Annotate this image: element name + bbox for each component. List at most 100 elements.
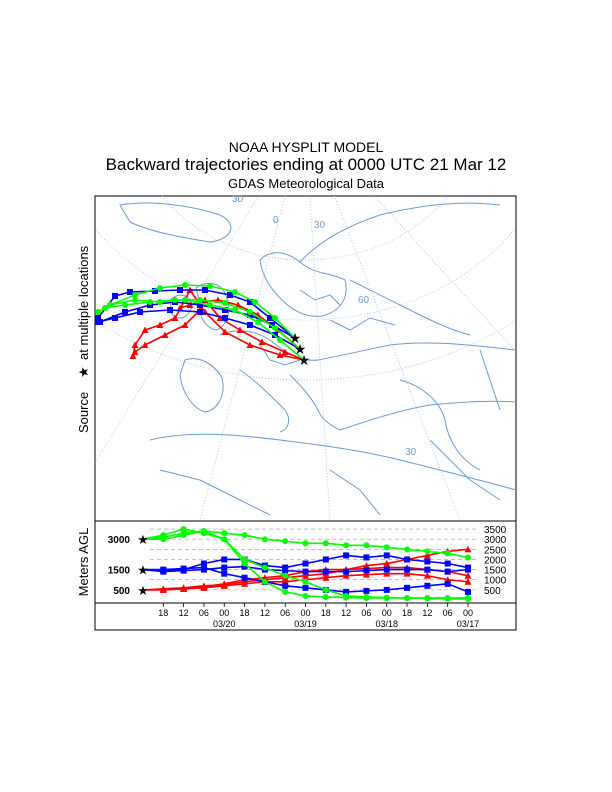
hour-tick-label: 18 (240, 608, 250, 618)
map-trajectory-marker (197, 309, 203, 315)
profile-marker (343, 594, 350, 601)
map-trajectory-marker (247, 299, 253, 305)
profile-marker (282, 538, 289, 545)
graticule-label: 30 (232, 194, 244, 205)
map-trajectory-marker (129, 352, 137, 359)
profile-marker (464, 545, 472, 553)
right-axis-tick-label: 500 (484, 586, 501, 597)
profile-marker (343, 552, 350, 559)
map-trajectory-marker (176, 304, 184, 311)
map-ylabel-locations: at multiple locations (76, 245, 91, 360)
profile-marker (404, 566, 411, 573)
profile-marker (200, 560, 207, 567)
profile-marker (302, 572, 309, 579)
map-trajectory-marker (277, 337, 283, 343)
map-trajectory-green (107, 297, 305, 361)
map-trajectory-marker (127, 289, 133, 295)
profile-marker (282, 582, 289, 589)
map-trajectory-marker (95, 315, 101, 321)
start-height-label: 1500 (108, 566, 131, 577)
profile-marker (424, 582, 431, 589)
profile-marker (465, 594, 471, 601)
profile-marker (363, 567, 370, 574)
profile-marker (200, 564, 207, 571)
profile-marker (302, 540, 309, 547)
right-axis-tick-label: 2500 (484, 545, 507, 556)
map-trajectory-marker (131, 341, 139, 348)
map-trajectory-marker (182, 297, 188, 303)
right-axis-tick-label: 1500 (484, 566, 507, 577)
map-trajectory-blue (95, 287, 296, 339)
map-trajectory-marker (232, 289, 238, 295)
profile-marker (221, 564, 228, 571)
profile-marker (465, 554, 471, 561)
profile-marker (444, 568, 451, 575)
map-trajectory-marker (95, 309, 101, 315)
map-trajectory-marker (112, 293, 118, 299)
profile-marker (261, 578, 268, 585)
map-graticule-labels: 30 0 30 60 30 (232, 194, 417, 458)
hour-tick-label: 12 (422, 608, 432, 618)
profile-marker (322, 593, 329, 600)
profile-marker (282, 564, 289, 571)
map-trajectory-marker (152, 288, 158, 294)
profile-marker (221, 536, 228, 543)
profile-marker (343, 542, 350, 549)
profile-marker (363, 594, 370, 601)
profile-marker (322, 540, 329, 547)
profile-marker (464, 578, 472, 585)
profile-marker (404, 584, 411, 591)
map-trajectory-marker (222, 300, 228, 306)
profile-marker (383, 544, 390, 551)
profile-marker (465, 566, 471, 573)
map-trajectory-marker (267, 315, 273, 321)
map-graticule (95, 196, 516, 521)
date-label: 03/20 (213, 619, 236, 629)
map-trajectory-marker (236, 326, 244, 333)
profile-marker (282, 567, 289, 574)
start-height-label: 3000 (108, 535, 131, 546)
profile-marker (241, 580, 249, 587)
profile-marker (424, 558, 431, 565)
map-trajectory-marker (131, 348, 139, 355)
graticule-label: 30 (314, 220, 326, 231)
map-trajectory-marker (167, 307, 173, 313)
profile-marker (180, 526, 187, 533)
source-star-icon: ★ (137, 532, 149, 547)
profile-marker (363, 587, 370, 594)
profile-ylabel: Meters AGL (76, 528, 91, 597)
date-labels: 03/20 03/19 03/18 03/17 (213, 619, 479, 629)
profile-marker (423, 572, 431, 579)
right-axis-tick-label: 2000 (484, 555, 507, 566)
map-coastlines (119, 202, 516, 516)
map-trajectory-marker (281, 348, 289, 355)
hour-tick-label: 00 (300, 608, 310, 618)
map-frame (94, 195, 517, 522)
map-trajectory-marker (232, 307, 238, 313)
profile-marker (302, 568, 309, 575)
map-trajectory-line (97, 284, 296, 339)
map-trajectory-marker (122, 302, 128, 308)
profile-marker (322, 574, 330, 581)
map-trajectory-marker (247, 309, 253, 315)
map-trajectory-marker (122, 309, 128, 315)
profile-marker (465, 588, 471, 595)
profile-marker (221, 556, 228, 563)
profile-marker (342, 572, 350, 579)
map-trajectory-marker (171, 314, 179, 321)
map-trajectory-marker (181, 321, 189, 328)
map-trajectory-line (97, 289, 296, 339)
date-label: 03/17 (457, 619, 480, 629)
profile-marker (403, 570, 411, 577)
map-trajectory-marker (157, 285, 163, 291)
profile-marker (423, 551, 431, 559)
profile-marker (180, 532, 187, 539)
map-trajectory-marker (182, 282, 188, 288)
time-axis-frame (94, 602, 517, 631)
map-trajectory-marker (141, 341, 149, 348)
map-trajectory-marker (207, 302, 213, 308)
map-ylabel: Source ★ at multiple locations (76, 245, 91, 433)
hour-tick-label: 00 (219, 608, 229, 618)
map-trajectory-marker (227, 292, 233, 298)
